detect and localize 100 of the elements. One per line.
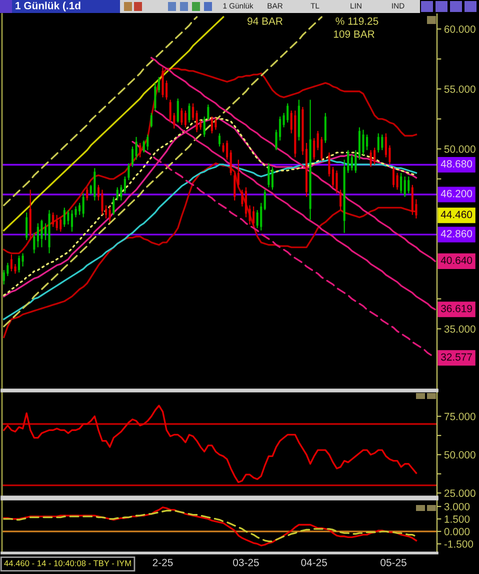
candlestick <box>188 102 190 124</box>
y-tick-label: 25.000 <box>444 490 476 497</box>
y-tick-label: 3.000 <box>444 502 470 510</box>
y-tick-label: 60.000 <box>444 25 476 33</box>
candlestick <box>52 212 54 228</box>
y-tick-label: 75.000 <box>444 412 476 420</box>
y-tick-label: 55.000 <box>444 85 476 93</box>
y-tick-label: 50.000 <box>444 145 476 153</box>
candlestick <box>139 142 142 158</box>
candlestick <box>184 110 186 128</box>
candlestick <box>142 140 145 154</box>
annotation: 94 BAR <box>248 17 282 25</box>
candlestick <box>392 166 395 188</box>
candlestick <box>67 210 70 226</box>
y-tick-label: 1.500 <box>444 515 470 523</box>
candlestick <box>56 214 58 232</box>
x-tick-label: 03-25 <box>233 558 259 566</box>
annotation: % 119.25 <box>336 17 378 25</box>
ref-line-label: 48.680 <box>440 160 472 168</box>
candlestick <box>332 166 334 188</box>
candlestick <box>362 129 364 156</box>
candlestick <box>108 206 111 223</box>
chart-title: 1 Günlük (.1d <box>16 2 80 12</box>
candlestick <box>313 138 316 160</box>
candlestick <box>86 186 88 202</box>
candlestick <box>78 202 81 216</box>
candlestick <box>214 117 217 130</box>
candlestick <box>226 140 228 160</box>
candlestick <box>260 202 262 232</box>
candlestick <box>112 196 115 216</box>
candlestick <box>22 252 24 268</box>
candlestick <box>60 216 62 232</box>
candlestick <box>336 170 338 194</box>
y-tick-label: 0.000 <box>444 528 470 536</box>
candlestick <box>14 264 16 274</box>
candlestick <box>131 146 134 168</box>
text: 44.460 - 14 - 10:40:08 - TBY - IYM <box>4 560 131 566</box>
candlestick <box>324 112 326 144</box>
candlestick <box>411 184 414 216</box>
candlestick <box>340 189 342 211</box>
candlestick <box>366 134 368 151</box>
candlestick <box>207 104 210 121</box>
line-series <box>3 16 224 232</box>
y-tick-label: -1.500 <box>444 540 474 548</box>
candlestick <box>154 82 156 112</box>
candlestick <box>377 132 380 154</box>
line-series <box>3 16 322 328</box>
candlestick <box>176 98 179 124</box>
candlestick <box>244 186 248 218</box>
candlestick <box>241 189 244 208</box>
candlestick <box>264 189 266 211</box>
ref-line-label: 46.200 <box>440 190 472 198</box>
candlestick <box>222 142 224 154</box>
ref-line-label: 42.860 <box>440 230 472 238</box>
candlestick <box>370 150 372 168</box>
line-series <box>3 404 418 484</box>
candlestick <box>256 210 258 229</box>
candlestick <box>271 166 274 190</box>
candlestick <box>169 99 172 124</box>
candlestick <box>70 210 74 232</box>
candlestick <box>374 147 376 166</box>
candlestick <box>408 176 410 194</box>
candlestick <box>230 150 232 176</box>
candlestick <box>234 172 236 202</box>
candlestick <box>237 159 240 188</box>
candlestick <box>26 212 28 241</box>
data-label: 36.619 <box>441 304 472 312</box>
candlestick <box>400 172 402 194</box>
y-tick-label: 35.000 <box>444 325 476 333</box>
candlestick <box>82 192 84 218</box>
data-label: 40.640 <box>440 256 472 264</box>
x-tick-label: 2-25 <box>152 558 173 566</box>
candlestick <box>120 184 122 202</box>
candlestick <box>404 176 406 198</box>
candlestick <box>320 136 323 162</box>
candlestick <box>33 232 36 254</box>
annotation: 109 BAR <box>334 30 374 38</box>
candlestick <box>146 134 149 151</box>
y-tick-label: 50.000 <box>444 451 476 459</box>
candlestick <box>116 186 118 202</box>
candlestick <box>384 132 387 158</box>
candlestick <box>158 76 160 94</box>
candlestick <box>381 134 384 151</box>
candlestick <box>210 116 213 134</box>
candlestick <box>128 162 130 181</box>
line-series <box>3 16 198 206</box>
candlestick <box>268 162 270 188</box>
x-tick-label: 05-25 <box>380 558 406 566</box>
candlestick <box>396 172 398 190</box>
candlestick <box>328 152 330 178</box>
candlestick <box>150 112 152 128</box>
candlestick <box>192 102 194 121</box>
candlestick <box>218 132 221 148</box>
candlestick <box>354 150 357 174</box>
annotation: 44.460 <box>440 210 472 218</box>
candlestick <box>252 206 255 228</box>
x-tick-label: 04-25 <box>301 558 327 566</box>
candlestick <box>180 108 183 126</box>
candlestick <box>40 219 43 248</box>
candlestick <box>101 189 104 216</box>
